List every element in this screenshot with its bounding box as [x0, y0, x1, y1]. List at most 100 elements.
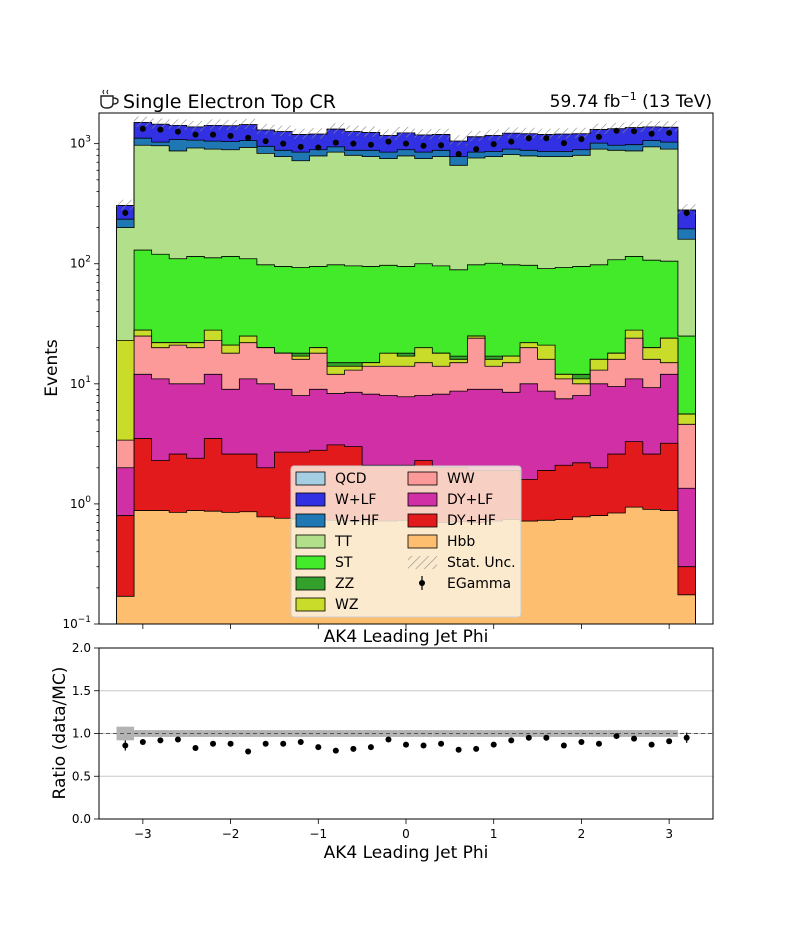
main-x-axis-label: AK4 Leading Jet Phi — [324, 627, 489, 647]
data-point — [403, 140, 409, 147]
ratio-point — [595, 740, 602, 747]
legend-item-stat-unc-: Stat. Unc. — [408, 555, 516, 571]
legend-label: W+LF — [335, 492, 376, 508]
ratio-x-tick-label: 3 — [665, 827, 673, 841]
ratio-unc-band — [221, 730, 240, 737]
ratio-unc-band — [151, 730, 170, 737]
lumi-energy: (13 TeV) — [637, 92, 712, 112]
legend-label: ST — [335, 555, 353, 571]
data-point — [332, 139, 339, 146]
stat-unc-band — [256, 124, 275, 135]
stat-unc-band — [590, 123, 608, 134]
stat-unc-band — [291, 128, 310, 139]
legend-label: ZZ — [335, 576, 354, 592]
legend-swatch — [408, 556, 437, 569]
data-point — [350, 140, 357, 147]
ratio-point — [332, 747, 339, 754]
ratio-point — [139, 739, 146, 746]
data-point — [174, 128, 181, 135]
legend-swatch — [295, 555, 326, 570]
ratio-x-tick-label: 1 — [490, 827, 498, 841]
ratio-unc-band — [186, 730, 205, 737]
legend-item-egamma: EGamma — [419, 576, 511, 592]
ratio-y-axis-label: Ratio (data/MC) — [50, 667, 70, 800]
data-point — [473, 146, 480, 153]
legend-item-st: ST — [295, 555, 353, 571]
data-point — [578, 136, 585, 143]
legend-swatch — [295, 576, 326, 591]
chart-title: Single Electron Top CR — [123, 91, 336, 113]
legend-swatch — [295, 492, 326, 507]
stat-unc-band — [502, 127, 521, 138]
stat-unc-band — [484, 129, 503, 140]
ratio-point — [543, 734, 550, 741]
ratio-point — [683, 734, 690, 741]
legend-swatch — [295, 534, 326, 549]
ratio-unc-band — [256, 730, 275, 737]
ratio-point — [262, 740, 269, 747]
ratio-unc-band — [291, 730, 310, 737]
data-point — [315, 144, 322, 151]
stat-unc-band — [151, 118, 170, 129]
ratio-y-tick-label: 1.5 — [72, 684, 91, 698]
ratio-unc-band — [642, 730, 661, 737]
main-y-tick-label: 101 — [70, 375, 91, 391]
ratio-point — [227, 740, 234, 747]
ratio-point — [420, 742, 427, 749]
data-point — [613, 127, 620, 134]
stat-unc-band — [116, 199, 135, 210]
ratio-y-tick-label: 1.0 — [72, 727, 91, 741]
ratio-unc-band — [116, 726, 135, 741]
data-point — [560, 140, 567, 147]
legend-swatch — [295, 513, 326, 528]
data-point — [420, 142, 427, 149]
legend-item-tt: TT — [295, 534, 352, 550]
ratio-unc-band — [467, 730, 485, 737]
legend-label: W+HF — [335, 513, 379, 529]
lumi-unit-exponent: −1 — [620, 90, 636, 103]
data-point — [297, 143, 304, 150]
stat-unc-band — [274, 125, 292, 136]
ratio-point — [174, 736, 181, 743]
legend-label: DY+HF — [447, 513, 496, 529]
stat-unc-band — [625, 121, 643, 132]
ratio-x-axis-label: AK4 Leading Jet Phi — [324, 843, 489, 863]
ratio-point — [578, 739, 585, 746]
data-point — [438, 142, 445, 149]
title-icon — [100, 89, 119, 109]
legend-label: Hbb — [447, 534, 475, 550]
ratio-x-tick-label: 2 — [578, 827, 586, 841]
ratio-point — [438, 740, 445, 747]
stat-unc-band — [134, 116, 152, 127]
legend: QCD W+LF W+HF TT ST ZZ WZ WW DY+LF DY+HF Hbb Stat. … — [290, 465, 522, 618]
stat-unc-band — [344, 125, 363, 136]
ratio-point — [490, 741, 497, 748]
stat-unc-band — [537, 128, 556, 139]
ratio-point — [508, 737, 515, 744]
legend-item-w-lf: W+LF — [295, 492, 376, 508]
legend-item-zz: ZZ — [295, 576, 354, 592]
stat-unc-band — [204, 119, 222, 130]
data-point — [648, 130, 655, 137]
legend-label: TT — [334, 534, 352, 550]
ratio-point — [385, 736, 392, 743]
legend-item-ww: WW — [407, 471, 475, 487]
data-point — [227, 132, 234, 139]
ratio-point — [473, 745, 480, 752]
main-y-axis-label: Events — [42, 339, 62, 397]
ratio-point — [403, 741, 409, 748]
data-point — [666, 129, 673, 136]
legend-label: WZ — [335, 597, 358, 613]
stat-unc-band — [432, 128, 450, 139]
ratio-unc-band — [432, 730, 450, 737]
ratio-unc-band — [537, 730, 556, 737]
data-point — [262, 138, 269, 145]
data-point — [192, 131, 199, 138]
stat-unc-band — [520, 127, 538, 139]
ratio-point — [525, 734, 532, 741]
stat-unc-band — [397, 126, 415, 138]
legend-swatch — [407, 471, 438, 486]
stat-unc-band — [642, 120, 661, 132]
legend-item-qcd: QCD — [295, 471, 367, 487]
ratio-point — [122, 742, 129, 749]
